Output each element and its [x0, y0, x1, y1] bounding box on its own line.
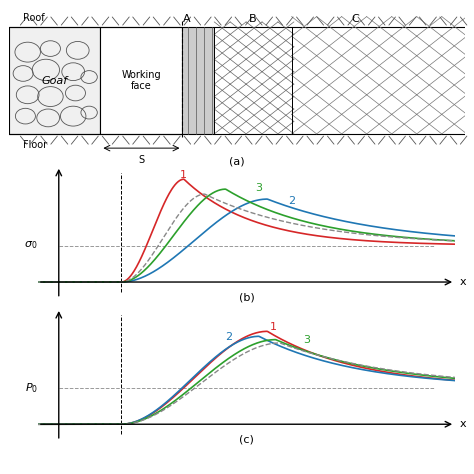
Text: (b): (b) — [238, 292, 255, 302]
Bar — [292, 27, 465, 134]
Text: $P_0$: $P_0$ — [25, 381, 38, 395]
Text: x: x — [459, 277, 466, 287]
Text: (c): (c) — [239, 435, 254, 445]
Text: 2: 2 — [288, 196, 295, 206]
Text: 3: 3 — [303, 335, 310, 345]
Bar — [182, 27, 214, 134]
Text: Floor: Floor — [23, 139, 47, 150]
Text: 1: 1 — [180, 170, 187, 180]
Text: 2: 2 — [226, 332, 233, 342]
Text: 1: 1 — [269, 322, 276, 332]
Text: x: x — [459, 419, 466, 429]
Bar — [100, 27, 182, 134]
Text: C: C — [351, 14, 359, 24]
Text: A: A — [183, 14, 191, 24]
Bar — [214, 27, 292, 134]
Text: Roof: Roof — [23, 13, 45, 23]
Text: Goaf: Goaf — [42, 75, 68, 86]
Text: (a): (a) — [229, 156, 245, 166]
Bar — [9, 27, 100, 134]
Text: 3: 3 — [255, 183, 262, 193]
Text: $\sigma_0$: $\sigma_0$ — [25, 240, 38, 251]
Text: Working
face: Working face — [122, 70, 161, 91]
Text: B: B — [249, 14, 257, 24]
Text: S: S — [138, 155, 145, 165]
